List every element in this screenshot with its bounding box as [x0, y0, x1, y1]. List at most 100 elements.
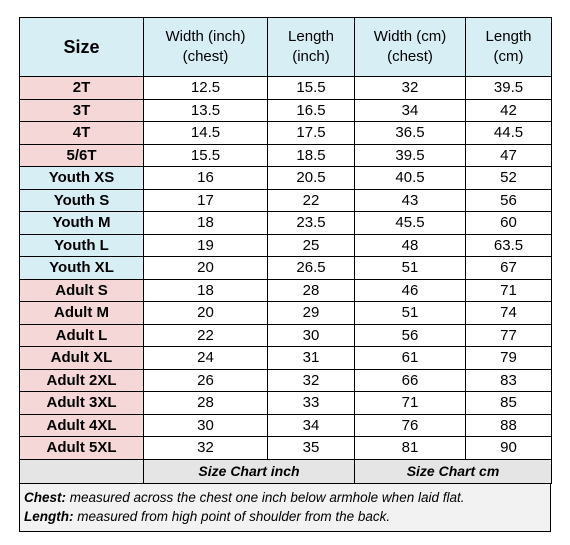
- length-cm-cell: 83: [465, 368, 552, 392]
- table-row: Adult 2XL 26 32 66 83: [19, 368, 552, 392]
- table-row: 5/6T 15.5 18.5 39.5 47: [19, 143, 552, 167]
- width-cm-cell: 32: [354, 76, 466, 100]
- footer-cm-label: Size Chart cm: [354, 458, 552, 484]
- length-inch-cell: 26.5: [267, 256, 355, 280]
- width-cm-cell: 36.5: [354, 121, 466, 145]
- length-cm-cell: 47: [465, 143, 552, 167]
- width-cm-cell: 61: [354, 346, 466, 370]
- length-cm-cell: 85: [465, 391, 552, 415]
- width-inch-cell: 32: [143, 436, 268, 460]
- width-cm-cell: 45.5: [354, 211, 466, 235]
- size-cell: Adult M: [19, 301, 144, 325]
- width-cm-header: Width (cm) (chest): [354, 17, 466, 77]
- footer-blank-cell: [19, 458, 144, 484]
- table-row: Adult XL 24 31 61 79: [19, 346, 552, 370]
- length-cm-cell: 67: [465, 256, 552, 280]
- size-cell: Adult 4XL: [19, 413, 144, 437]
- size-cell: Adult 2XL: [19, 368, 144, 392]
- size-cell: Adult L: [19, 323, 144, 347]
- width-cm-cell: 40.5: [354, 166, 466, 190]
- length-cm-cell: 60: [465, 211, 552, 235]
- table-row: Adult M 20 29 51 74: [19, 301, 552, 325]
- length-cm-cell: 42: [465, 98, 552, 122]
- width-inch-cell: 14.5: [143, 121, 268, 145]
- width-cm-cell: 76: [354, 413, 466, 437]
- length-cm-cell: 74: [465, 301, 552, 325]
- table-row: Adult 4XL 30 34 76 88: [19, 413, 552, 437]
- table-row: 3T 13.5 16.5 34 42: [19, 98, 552, 122]
- length-cm-header: Length (cm): [465, 17, 552, 77]
- width-inch-cell: 20: [143, 256, 268, 280]
- size-cell: Adult S: [19, 278, 144, 302]
- length-cm-cell: 52: [465, 166, 552, 190]
- length-cm-cell: 77: [465, 323, 552, 347]
- table-row: 4T 14.5 17.5 36.5 44.5: [19, 121, 552, 145]
- measurement-notes: Chest: measured across the chest one inc…: [19, 483, 551, 532]
- length-inch-header: Length (inch): [267, 17, 355, 77]
- length-inch-cell: 18.5: [267, 143, 355, 167]
- length-inch-cell: 22: [267, 188, 355, 212]
- width-cm-cell: 39.5: [354, 143, 466, 167]
- size-cell: Youth S: [19, 188, 144, 212]
- width-inch-cell: 18: [143, 278, 268, 302]
- width-inch-header: Width (inch) (chest): [143, 17, 268, 77]
- length-cm-cell: 88: [465, 413, 552, 437]
- size-table: Size Width (inch) (chest) Length (inch) Wi…: [19, 17, 552, 484]
- width-cm-cell: 43: [354, 188, 466, 212]
- length-cm-cell: 71: [465, 278, 552, 302]
- width-inch-cell: 26: [143, 368, 268, 392]
- size-cell: Adult 5XL: [19, 436, 144, 460]
- width-cm-cell: 46: [354, 278, 466, 302]
- footer-row: Size Chart inch Size Chart cm: [19, 458, 552, 484]
- width-inch-cell: 24: [143, 346, 268, 370]
- width-cm-cell: 34: [354, 98, 466, 122]
- length-note: Length: measured from high point of shou…: [24, 508, 391, 524]
- length-inch-cell: 16.5: [267, 98, 355, 122]
- width-inch-cell: 22: [143, 323, 268, 347]
- length-inch-cell: 32: [267, 368, 355, 392]
- table-row: 2T 12.5 15.5 32 39.5: [19, 76, 552, 100]
- table-row: Adult S 18 28 46 71: [19, 278, 552, 302]
- width-inch-cell: 20: [143, 301, 268, 325]
- size-cell: 3T: [19, 98, 144, 122]
- size-cell: Youth M: [19, 211, 144, 235]
- length-cm-cell: 56: [465, 188, 552, 212]
- width-inch-cell: 13.5: [143, 98, 268, 122]
- length-inch-cell: 31: [267, 346, 355, 370]
- size-cell: Adult XL: [19, 346, 144, 370]
- width-inch-cell: 15.5: [143, 143, 268, 167]
- length-inch-cell: 25: [267, 233, 355, 257]
- chest-note: Chest: measured across the chest one inc…: [24, 489, 465, 505]
- width-cm-cell: 81: [354, 436, 466, 460]
- length-inch-cell: 17.5: [267, 121, 355, 145]
- size-chart: Size Width (inch) (chest) Length (inch) Wi…: [19, 17, 552, 532]
- length-cm-cell: 44.5: [465, 121, 552, 145]
- width-cm-cell: 66: [354, 368, 466, 392]
- length-inch-cell: 29: [267, 301, 355, 325]
- width-cm-cell: 51: [354, 301, 466, 325]
- width-cm-cell: 51: [354, 256, 466, 280]
- size-cell: Youth XL: [19, 256, 144, 280]
- size-cell: 2T: [19, 76, 144, 100]
- length-inch-cell: 28: [267, 278, 355, 302]
- length-inch-cell: 20.5: [267, 166, 355, 190]
- width-inch-cell: 16: [143, 166, 268, 190]
- width-inch-cell: 30: [143, 413, 268, 437]
- size-cell: Youth XS: [19, 166, 144, 190]
- length-cm-cell: 39.5: [465, 76, 552, 100]
- length-inch-cell: 33: [267, 391, 355, 415]
- length-inch-cell: 23.5: [267, 211, 355, 235]
- size-cell: 4T: [19, 121, 144, 145]
- table-row: Adult 5XL 32 35 81 90: [19, 436, 552, 460]
- size-cell: Adult 3XL: [19, 391, 144, 415]
- table-row: Adult 3XL 28 33 71 85: [19, 391, 552, 415]
- table-row: Youth S 17 22 43 56: [19, 188, 552, 212]
- width-cm-cell: 71: [354, 391, 466, 415]
- length-inch-cell: 30: [267, 323, 355, 347]
- width-inch-cell: 19: [143, 233, 268, 257]
- size-cell: Youth L: [19, 233, 144, 257]
- width-inch-cell: 18: [143, 211, 268, 235]
- size-cell: 5/6T: [19, 143, 144, 167]
- length-cm-cell: 90: [465, 436, 552, 460]
- length-cm-cell: 79: [465, 346, 552, 370]
